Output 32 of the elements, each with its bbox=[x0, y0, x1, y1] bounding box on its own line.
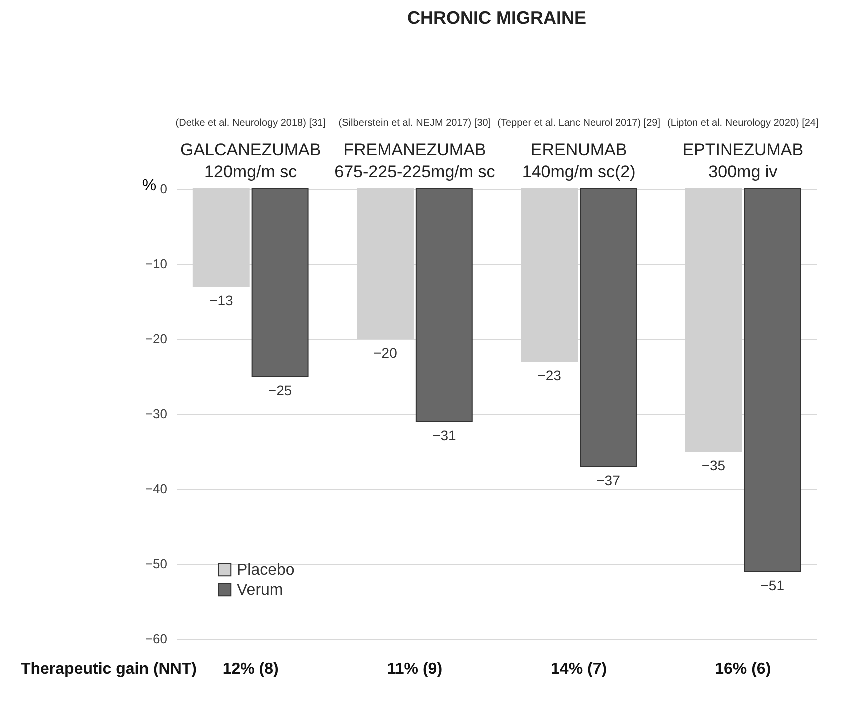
legend-label: Placebo bbox=[237, 562, 295, 579]
data-label: −25 bbox=[268, 382, 292, 398]
data-label: −35 bbox=[702, 458, 726, 474]
text: 12% (8) bbox=[222, 661, 279, 678]
y-tick-label: −30 bbox=[145, 406, 168, 422]
data-label: −13 bbox=[210, 292, 234, 308]
data-label: −23 bbox=[538, 368, 562, 384]
chart-title: CHRONIC MIGRAINE bbox=[408, 8, 586, 28]
data-label: −31 bbox=[432, 428, 456, 444]
y-tick-label: −40 bbox=[145, 482, 168, 496]
text: (Tepper et al. Lanc Neurol 2017) [29] bbox=[498, 118, 661, 129]
text: 16% (6) bbox=[715, 661, 772, 678]
y-axis-title: % bbox=[142, 178, 157, 194]
text: (Lipton et al. Neurology 2020) [24] bbox=[668, 118, 819, 129]
text: 11% (9) bbox=[387, 661, 443, 678]
y-tick-label: −10 bbox=[145, 256, 168, 272]
legend-label: Verum bbox=[237, 582, 284, 599]
data-label: −20 bbox=[374, 345, 398, 361]
y-tick-label: −50 bbox=[145, 556, 168, 572]
x-tick-label: EPTINEZUMAB 300mg iv bbox=[682, 140, 804, 182]
text: 14% (7) bbox=[551, 661, 608, 678]
y-tick-label: 0 bbox=[160, 182, 168, 196]
x-tick-label: ERENUMAB 140mg/m sc(2) bbox=[522, 140, 636, 182]
data-label: −37 bbox=[596, 472, 621, 488]
text: (Detke et al. Neurology 2018) [31] bbox=[176, 118, 326, 129]
y-tick-label: −60 bbox=[145, 632, 168, 646]
y-tick-label: −20 bbox=[145, 332, 168, 346]
x-tick-label: FREMANEZUMAB 675-225-225mg/m sc bbox=[334, 140, 496, 182]
text: (Silberstein et al. NEJM 2017) [30] bbox=[338, 118, 492, 129]
x-tick-label: GALCANEZUMAB 120mg/m sc bbox=[180, 140, 322, 182]
text: Therapeutic gain (NNT) bbox=[20, 661, 197, 678]
data-label: −51 bbox=[760, 578, 785, 594]
